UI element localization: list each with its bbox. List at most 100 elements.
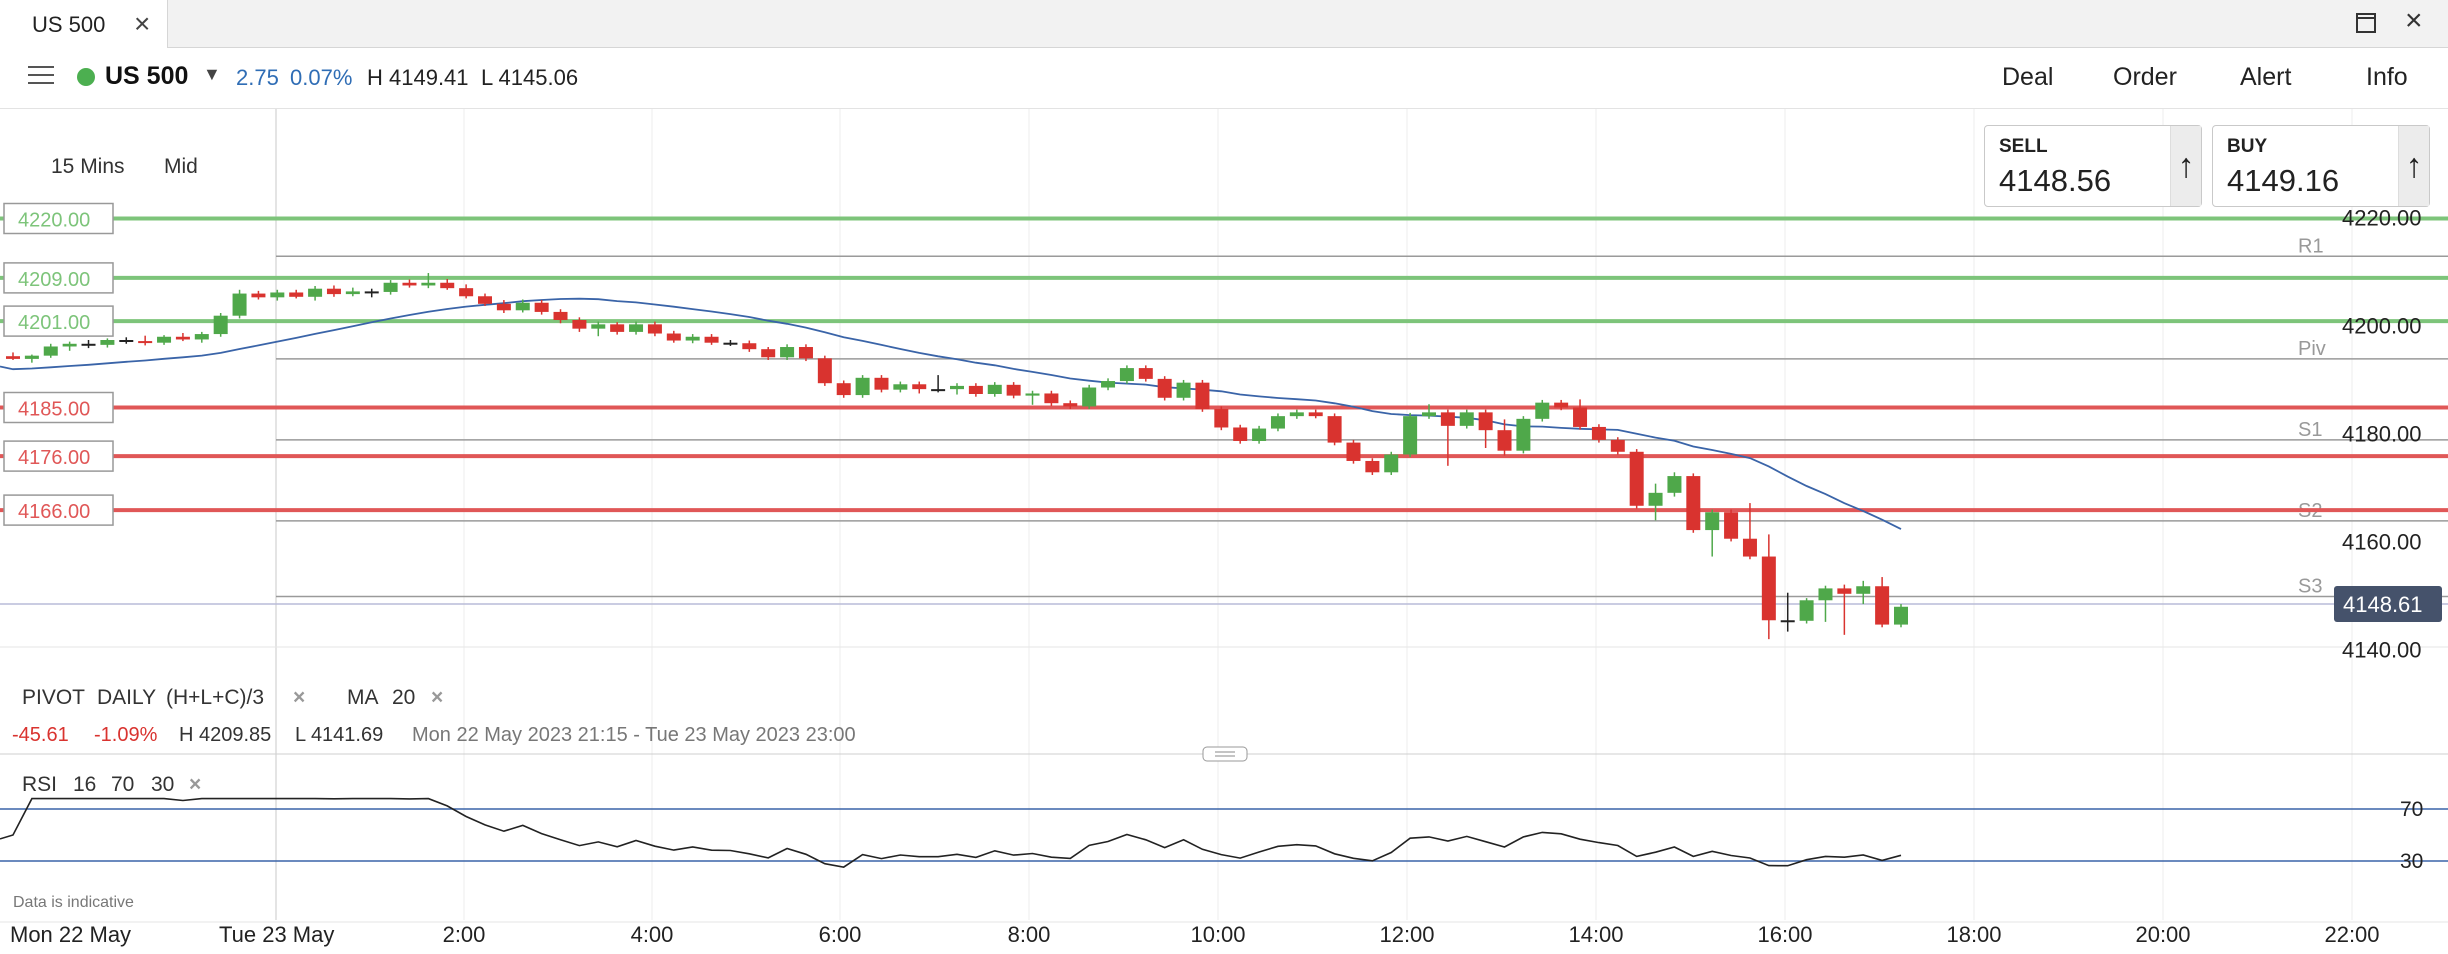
price-change: 2.75 (236, 65, 279, 90)
price-type-selector[interactable]: Mid (164, 155, 198, 178)
candle-body (1856, 586, 1871, 594)
x-axis-label: 18:00 (1946, 922, 2001, 947)
candle-body (1894, 606, 1908, 625)
candle-body (855, 377, 870, 396)
stats-high: H 4209.85 (179, 724, 272, 746)
data-indicative-note: Data is indicative (13, 894, 134, 911)
deal-button[interactable]: Deal (2002, 63, 2054, 91)
level-label: 4176.00 (18, 447, 90, 469)
remove-ma-icon[interactable]: × (431, 686, 444, 709)
close-icon[interactable]: × (2405, 4, 2423, 37)
candle-body (1780, 620, 1795, 623)
tab-us-500[interactable]: US 500 × (0, 0, 168, 48)
candle-body (1422, 412, 1436, 417)
pivot-indicator-period: DAILY (97, 686, 157, 709)
info-button[interactable]: Info (2366, 63, 2408, 91)
candle-body (138, 341, 153, 344)
close-tab-icon[interactable]: × (134, 8, 151, 39)
pivot-label-s3: S3 (2298, 576, 2322, 598)
level-label: 4185.00 (18, 399, 90, 421)
candle-body (1440, 412, 1455, 426)
candle-body (289, 292, 304, 297)
candle-body (780, 347, 795, 358)
rsi-level-30: 30 (2400, 850, 2423, 873)
pivot-label-s1: S1 (2298, 419, 2322, 441)
y-axis-label: 4160.00 (2342, 530, 2422, 555)
arrow-up-icon: ↑ (2398, 126, 2429, 206)
level-box (3, 305, 114, 337)
y-axis-label: 4140.00 (2342, 638, 2422, 663)
candle-body (1252, 428, 1267, 441)
maximize-icon[interactable] (2355, 4, 2377, 42)
candle-body (629, 324, 644, 332)
candle-body (175, 336, 190, 340)
remove-pivot-icon[interactable]: × (293, 686, 306, 709)
x-axis-label: 10:00 (1190, 922, 1245, 947)
x-axis-label: 16:00 (1757, 922, 1812, 947)
candle-body (685, 336, 700, 341)
candle-body (723, 342, 738, 345)
candle-body (81, 343, 96, 346)
price-change-pct: 0.07% (290, 65, 353, 90)
ma-indicator-period: 20 (392, 686, 416, 709)
candle-body (24, 355, 39, 359)
candle-body (610, 324, 625, 332)
timeframe-selector[interactable]: 15 Mins (51, 155, 125, 178)
level-box (3, 262, 114, 294)
level-box (3, 494, 114, 526)
candle-body (440, 282, 455, 289)
x-axis-label: 2:00 (443, 922, 486, 947)
candle-body (817, 358, 832, 384)
level-box (3, 202, 114, 235)
candle-body (1591, 426, 1606, 440)
candle-body (1176, 382, 1191, 398)
symbol-selector[interactable]: US 500 (105, 62, 189, 90)
candle-body (1459, 412, 1474, 426)
candle-body (1837, 588, 1852, 594)
candle-body (1365, 460, 1380, 473)
candle-body (1554, 402, 1569, 408)
pivot-label-piv: Piv (2298, 338, 2326, 360)
candle-body (534, 302, 549, 312)
candle-body (1818, 588, 1833, 601)
buy-ticket[interactable]: BUY 4149.16 ↑ (2212, 125, 2430, 207)
candle-body (591, 324, 606, 329)
candle-body (836, 383, 851, 396)
tab-title: US 500 (32, 12, 106, 37)
candle-body (62, 343, 77, 347)
candle-body (326, 288, 341, 295)
candle-body (1308, 412, 1323, 417)
level-label: 4220.00 (18, 210, 90, 232)
stats-range: Mon 22 May 2023 21:15 - Tue 23 May 2023 … (412, 724, 856, 746)
stats-low: L 4141.69 (295, 724, 384, 746)
candle-body (647, 324, 662, 334)
chevron-down-icon[interactable]: ▼ (203, 64, 221, 84)
candle-body (1403, 416, 1418, 455)
candle-body (100, 340, 115, 345)
pane-resize-handle (1202, 746, 1248, 762)
candle-body (1686, 476, 1701, 531)
order-button[interactable]: Order (2113, 63, 2177, 91)
level-label: 4166.00 (18, 501, 90, 523)
rsi-upper: 70 (111, 773, 135, 796)
hamburger-menu-icon[interactable] (28, 66, 54, 86)
remove-rsi-icon[interactable]: × (189, 773, 202, 796)
alert-button[interactable]: Alert (2240, 63, 2292, 91)
tab-bar: US 500 × × (0, 0, 2448, 48)
candle-body (364, 291, 379, 294)
candle-body (119, 340, 134, 342)
candle-body (1119, 368, 1134, 382)
sell-label: SELL (1999, 136, 2048, 157)
x-axis-label: 14:00 (1568, 922, 1623, 947)
level-box (3, 440, 114, 472)
ma-indicator-name: MA (347, 686, 379, 709)
candle-body (931, 389, 946, 392)
candle-body (1516, 418, 1531, 451)
price-chart[interactable]: R1PivS1S2S34220.004209.004201.004185.004… (0, 109, 2448, 954)
candle-body (402, 282, 417, 286)
candle-body (496, 303, 511, 311)
sell-ticket[interactable]: SELL 4148.56 ↑ (1984, 125, 2202, 207)
candle-body (704, 336, 719, 343)
candle-body (459, 288, 474, 297)
candle-body (1705, 512, 1720, 531)
